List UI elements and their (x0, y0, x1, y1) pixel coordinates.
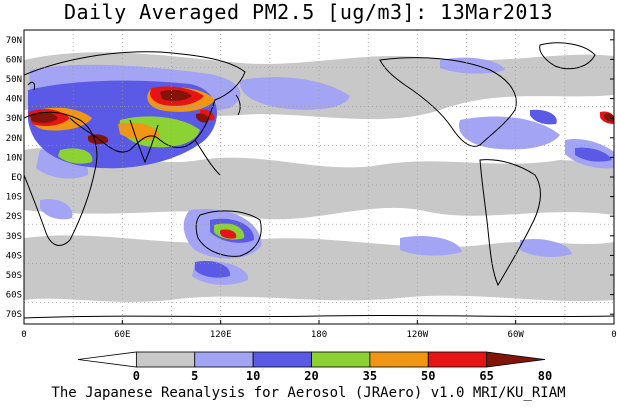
map-title: Daily Averaged PM2.5 [ug/m3]: 13Mar2013 (63, 0, 554, 24)
pm25-field (24, 52, 614, 302)
colorbar-label: 10 (246, 369, 260, 383)
latitude-tick-label: 10S (6, 193, 22, 203)
colorbar-swatch (77, 351, 137, 368)
colorbar-label: 65 (479, 369, 493, 383)
longitude-tick-label: 60E (114, 330, 130, 340)
latitude-tick-label: 60S (6, 291, 22, 301)
longitude-tick-label: 0 (21, 330, 26, 340)
coastline-south-america (479, 159, 541, 287)
latitude-tick-label: 50S (6, 271, 22, 281)
colorbar-label: 0 (133, 369, 140, 383)
coastline-india (129, 119, 159, 164)
latitude-tick-label: 40N (6, 95, 22, 105)
patch-80-plus (196, 113, 209, 123)
credit-line: The Japanese Reanalysis for Aerosol (JRA… (51, 385, 566, 401)
coastline-australia (195, 210, 262, 257)
colorbar-label: 80 (538, 369, 552, 383)
patch-80-plus (30, 112, 58, 123)
patch-20-35 (530, 109, 557, 125)
colorbar-swatch (311, 351, 371, 368)
patch-80-plus (160, 89, 192, 101)
axis-ticks (23, 39, 615, 324)
coastline-se-asia (194, 139, 221, 176)
colorbar-swatch (369, 351, 429, 368)
colorbar-swatch (486, 351, 546, 368)
latitude-tick-label: EQ (11, 173, 22, 183)
longitude-tick-label: 180 (311, 330, 327, 340)
graticule (24, 30, 614, 324)
latitude-tick-label: 70N (6, 36, 22, 46)
colorbar-label: 50 (421, 369, 435, 383)
longitude-labels: 0 60E 120E 180 120W 60W 0 (21, 330, 616, 340)
coastline-north-america (379, 57, 517, 147)
colorbar-label: 5 (191, 369, 198, 383)
latitude-tick-label: 40S (6, 251, 22, 261)
patch-10-20 (40, 199, 73, 220)
patch-35-50 (58, 148, 93, 164)
patch-20-35 (195, 260, 231, 278)
coastline-africa (24, 111, 98, 246)
colorbar-swatch (252, 351, 312, 368)
coastline-antarctica (24, 314, 614, 319)
longitude-tick-label: 120W (406, 330, 428, 340)
patch-10-20 (239, 77, 350, 110)
latitude-tick-label: 70S (6, 310, 22, 320)
latitude-tick-label: 50N (6, 75, 22, 85)
haze-band-south (24, 235, 614, 302)
patch-10-20 (400, 235, 462, 256)
haze-band-tropics (24, 147, 614, 220)
latitude-tick-label: 10N (6, 153, 22, 163)
patch-50-65 (118, 122, 160, 140)
latitude-tick-label: 20N (6, 134, 22, 144)
latitude-labels: 70N 60N 50N 40N 30N 20N 10N EQ 10S 20S 30S 40S 50S 60… (6, 36, 22, 320)
latitude-tick-label: 30N (6, 114, 22, 124)
colorbar-label: 20 (304, 369, 318, 383)
longitude-tick-label: 60W (508, 330, 525, 340)
patch-65-80 (220, 229, 237, 239)
longitude-tick-label: 0 (611, 330, 616, 340)
coastline-japan (235, 94, 241, 116)
coastlines (24, 42, 614, 319)
colorbar: 0 5 10 20 35 50 65 80 (77, 351, 552, 383)
latitude-tick-label: 60N (6, 55, 22, 65)
latitude-tick-label: 30S (6, 232, 22, 242)
coastline-greenland (539, 42, 596, 70)
patch-80-plus (604, 113, 614, 122)
colorbar-swatch (427, 351, 488, 368)
longitude-tick-label: 120E (210, 330, 232, 340)
patch-20-35 (575, 147, 612, 162)
coastline-uk (27, 81, 35, 91)
colorbar-swatch (135, 351, 196, 368)
latitude-tick-label: 20S (6, 212, 22, 222)
patch-10-20 (520, 238, 572, 257)
colorbar-label: 35 (363, 369, 377, 383)
coastline-eurasia (24, 51, 246, 153)
colorbar-swatch (194, 351, 254, 368)
